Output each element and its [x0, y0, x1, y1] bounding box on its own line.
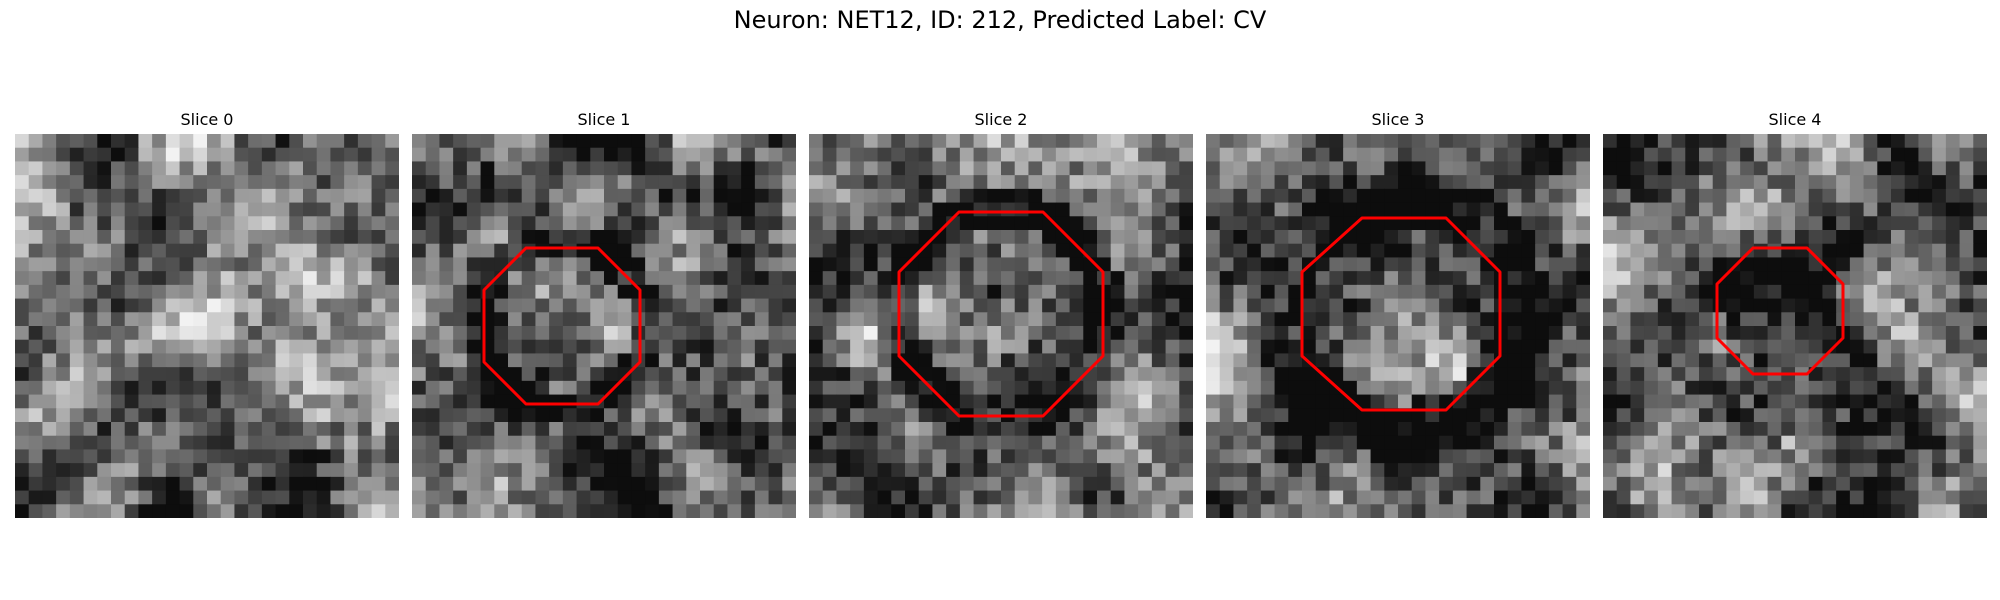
- roi-contour-4: [1715, 246, 1845, 376]
- slice-image-1: [412, 134, 796, 518]
- slice-title-0: Slice 0: [180, 110, 234, 129]
- slice-pixels-0: [15, 134, 399, 518]
- roi-contour-1: [482, 246, 642, 406]
- slice-image-0: [15, 134, 399, 518]
- slice-pixels-4: [1603, 134, 1987, 518]
- slice-title-4: Slice 4: [1768, 110, 1822, 129]
- slice-image-2: [809, 134, 1193, 518]
- slice-pixels-3: [1206, 134, 1590, 518]
- slice-pixels-1: [412, 134, 796, 518]
- slice-image-3: [1206, 134, 1590, 518]
- figure-title: Neuron: NET12, ID: 212, Predicted Label:…: [733, 6, 1267, 34]
- slice-title-3: Slice 3: [1371, 110, 1425, 129]
- slice-image-4: [1603, 134, 1987, 518]
- roi-contour-2: [897, 210, 1105, 418]
- slice-title-1: Slice 1: [577, 110, 631, 129]
- roi-contour-3: [1300, 216, 1502, 412]
- slice-pixels-2: [809, 134, 1193, 518]
- slice-title-2: Slice 2: [974, 110, 1028, 129]
